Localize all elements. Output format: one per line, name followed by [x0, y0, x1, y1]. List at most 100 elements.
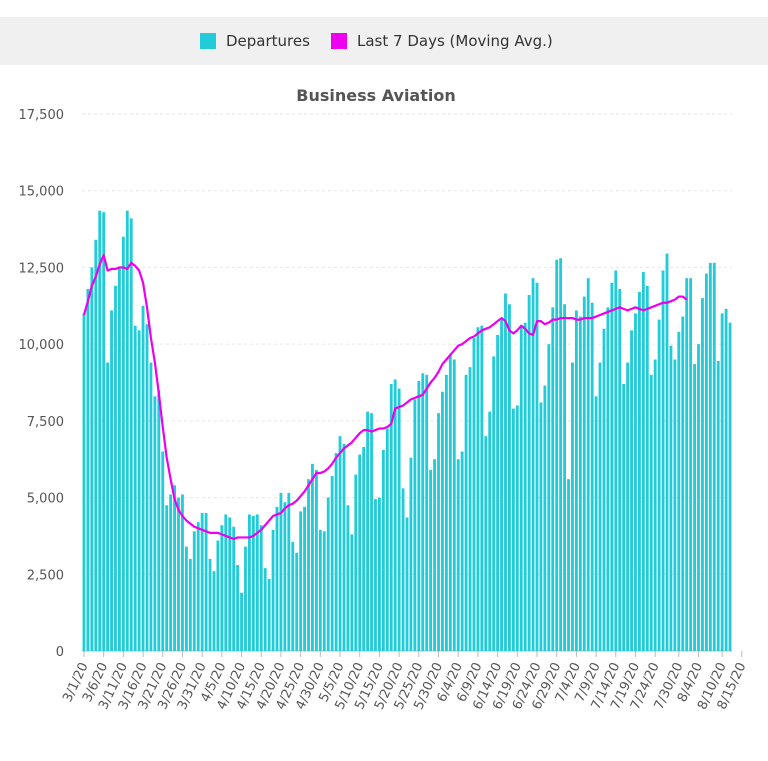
- departures-bar[interactable]: [389, 384, 393, 651]
- departures-bar[interactable]: [685, 278, 689, 651]
- departures-bar[interactable]: [653, 359, 657, 651]
- departures-bar[interactable]: [267, 578, 271, 651]
- departures-bar[interactable]: [397, 388, 401, 651]
- departures-bar[interactable]: [504, 293, 507, 651]
- departures-bar[interactable]: [555, 259, 559, 651]
- departures-bar[interactable]: [326, 497, 330, 651]
- departures-bar[interactable]: [574, 310, 578, 651]
- departures-bar[interactable]: [508, 304, 511, 651]
- departures-bar[interactable]: [334, 453, 338, 651]
- departures-bar[interactable]: [181, 494, 184, 651]
- departures-bar[interactable]: [693, 364, 696, 651]
- departures-bar[interactable]: [118, 267, 121, 651]
- departures-bar[interactable]: [161, 451, 165, 651]
- departures-bar[interactable]: [708, 262, 712, 651]
- departures-bar[interactable]: [661, 270, 665, 651]
- departures-bar[interactable]: [618, 288, 622, 651]
- departures-bar[interactable]: [125, 210, 129, 651]
- legend-item-departures[interactable]: Departures: [200, 17, 310, 65]
- departures-bar[interactable]: [563, 304, 566, 651]
- departures-bar[interactable]: [401, 488, 405, 651]
- departures-bar[interactable]: [244, 546, 247, 651]
- departures-bar[interactable]: [523, 322, 527, 651]
- departures-bar[interactable]: [303, 506, 306, 651]
- departures-bar[interactable]: [448, 354, 452, 651]
- departures-bar[interactable]: [417, 380, 421, 651]
- departures-bar[interactable]: [665, 253, 669, 651]
- departures-bar[interactable]: [82, 313, 86, 651]
- departures-bar[interactable]: [94, 239, 98, 651]
- departures-bar[interactable]: [342, 443, 346, 651]
- departures-bar[interactable]: [649, 374, 653, 651]
- departures-bar[interactable]: [216, 540, 220, 651]
- departures-bar[interactable]: [488, 411, 492, 651]
- departures-bar[interactable]: [165, 505, 169, 651]
- departures-bar[interactable]: [114, 285, 117, 651]
- departures-bar[interactable]: [519, 325, 523, 651]
- departures-bar[interactable]: [192, 531, 196, 651]
- departures-bar[interactable]: [515, 405, 519, 651]
- departures-bar[interactable]: [704, 273, 708, 651]
- departures-bar[interactable]: [492, 356, 496, 651]
- departures-bar[interactable]: [177, 497, 180, 651]
- departures-bar[interactable]: [102, 212, 106, 652]
- departures-bar[interactable]: [606, 307, 610, 651]
- departures-bar[interactable]: [429, 469, 433, 651]
- departures-bar[interactable]: [358, 454, 362, 651]
- departures-bar[interactable]: [374, 499, 377, 651]
- departures-bar[interactable]: [567, 479, 570, 651]
- departures-bar[interactable]: [500, 318, 503, 651]
- departures-bar[interactable]: [712, 262, 716, 651]
- departures-bar[interactable]: [110, 310, 113, 651]
- departures-bar[interactable]: [433, 459, 436, 651]
- departures-bar[interactable]: [366, 411, 370, 651]
- departures-bar[interactable]: [299, 511, 303, 651]
- departures-bar[interactable]: [669, 345, 673, 651]
- departures-bar[interactable]: [196, 522, 200, 651]
- departures-bar[interactable]: [484, 436, 488, 651]
- departures-bar[interactable]: [141, 305, 145, 651]
- departures-bar[interactable]: [279, 492, 283, 651]
- departures-bar[interactable]: [634, 313, 637, 651]
- departures-bar[interactable]: [251, 515, 255, 651]
- departures-bar[interactable]: [559, 258, 563, 651]
- departures-bar[interactable]: [421, 373, 425, 651]
- departures-bar[interactable]: [137, 330, 141, 651]
- departures-bar[interactable]: [381, 450, 385, 651]
- departures-bar[interactable]: [480, 325, 484, 651]
- departures-bar[interactable]: [338, 436, 342, 651]
- departures-bar[interactable]: [645, 285, 649, 651]
- departures-bar[interactable]: [547, 344, 551, 651]
- departures-bar[interactable]: [578, 316, 582, 651]
- departures-bar[interactable]: [437, 413, 440, 651]
- departures-bar[interactable]: [228, 517, 232, 651]
- departures-bar[interactable]: [677, 331, 681, 651]
- departures-bar[interactable]: [413, 399, 417, 651]
- departures-bar[interactable]: [311, 463, 314, 651]
- departures-bar[interactable]: [531, 278, 535, 651]
- departures-bar[interactable]: [350, 534, 354, 651]
- departures-bar[interactable]: [610, 282, 614, 651]
- departures-bar[interactable]: [378, 497, 381, 651]
- departures-bar[interactable]: [594, 396, 598, 651]
- departures-bar[interactable]: [153, 396, 157, 651]
- departures-bar[interactable]: [354, 474, 358, 651]
- departures-bar[interactable]: [157, 390, 161, 651]
- departures-bar[interactable]: [586, 278, 590, 651]
- departures-bar[interactable]: [657, 319, 661, 651]
- departures-bar[interactable]: [543, 385, 547, 651]
- departures-bar[interactable]: [614, 270, 618, 651]
- departures-bar[interactable]: [204, 512, 208, 651]
- departures-bar[interactable]: [716, 361, 720, 651]
- departures-bar[interactable]: [173, 485, 176, 651]
- departures-bar[interactable]: [638, 291, 641, 651]
- departures-bar[interactable]: [184, 546, 188, 651]
- departures-bar[interactable]: [689, 278, 693, 651]
- departures-bar[interactable]: [240, 592, 243, 651]
- departures-bar[interactable]: [145, 324, 149, 651]
- departures-bar[interactable]: [200, 512, 204, 651]
- departures-bar[interactable]: [236, 565, 240, 651]
- departures-bar[interactable]: [673, 359, 677, 651]
- departures-bar[interactable]: [370, 413, 373, 651]
- departures-bar[interactable]: [255, 514, 259, 651]
